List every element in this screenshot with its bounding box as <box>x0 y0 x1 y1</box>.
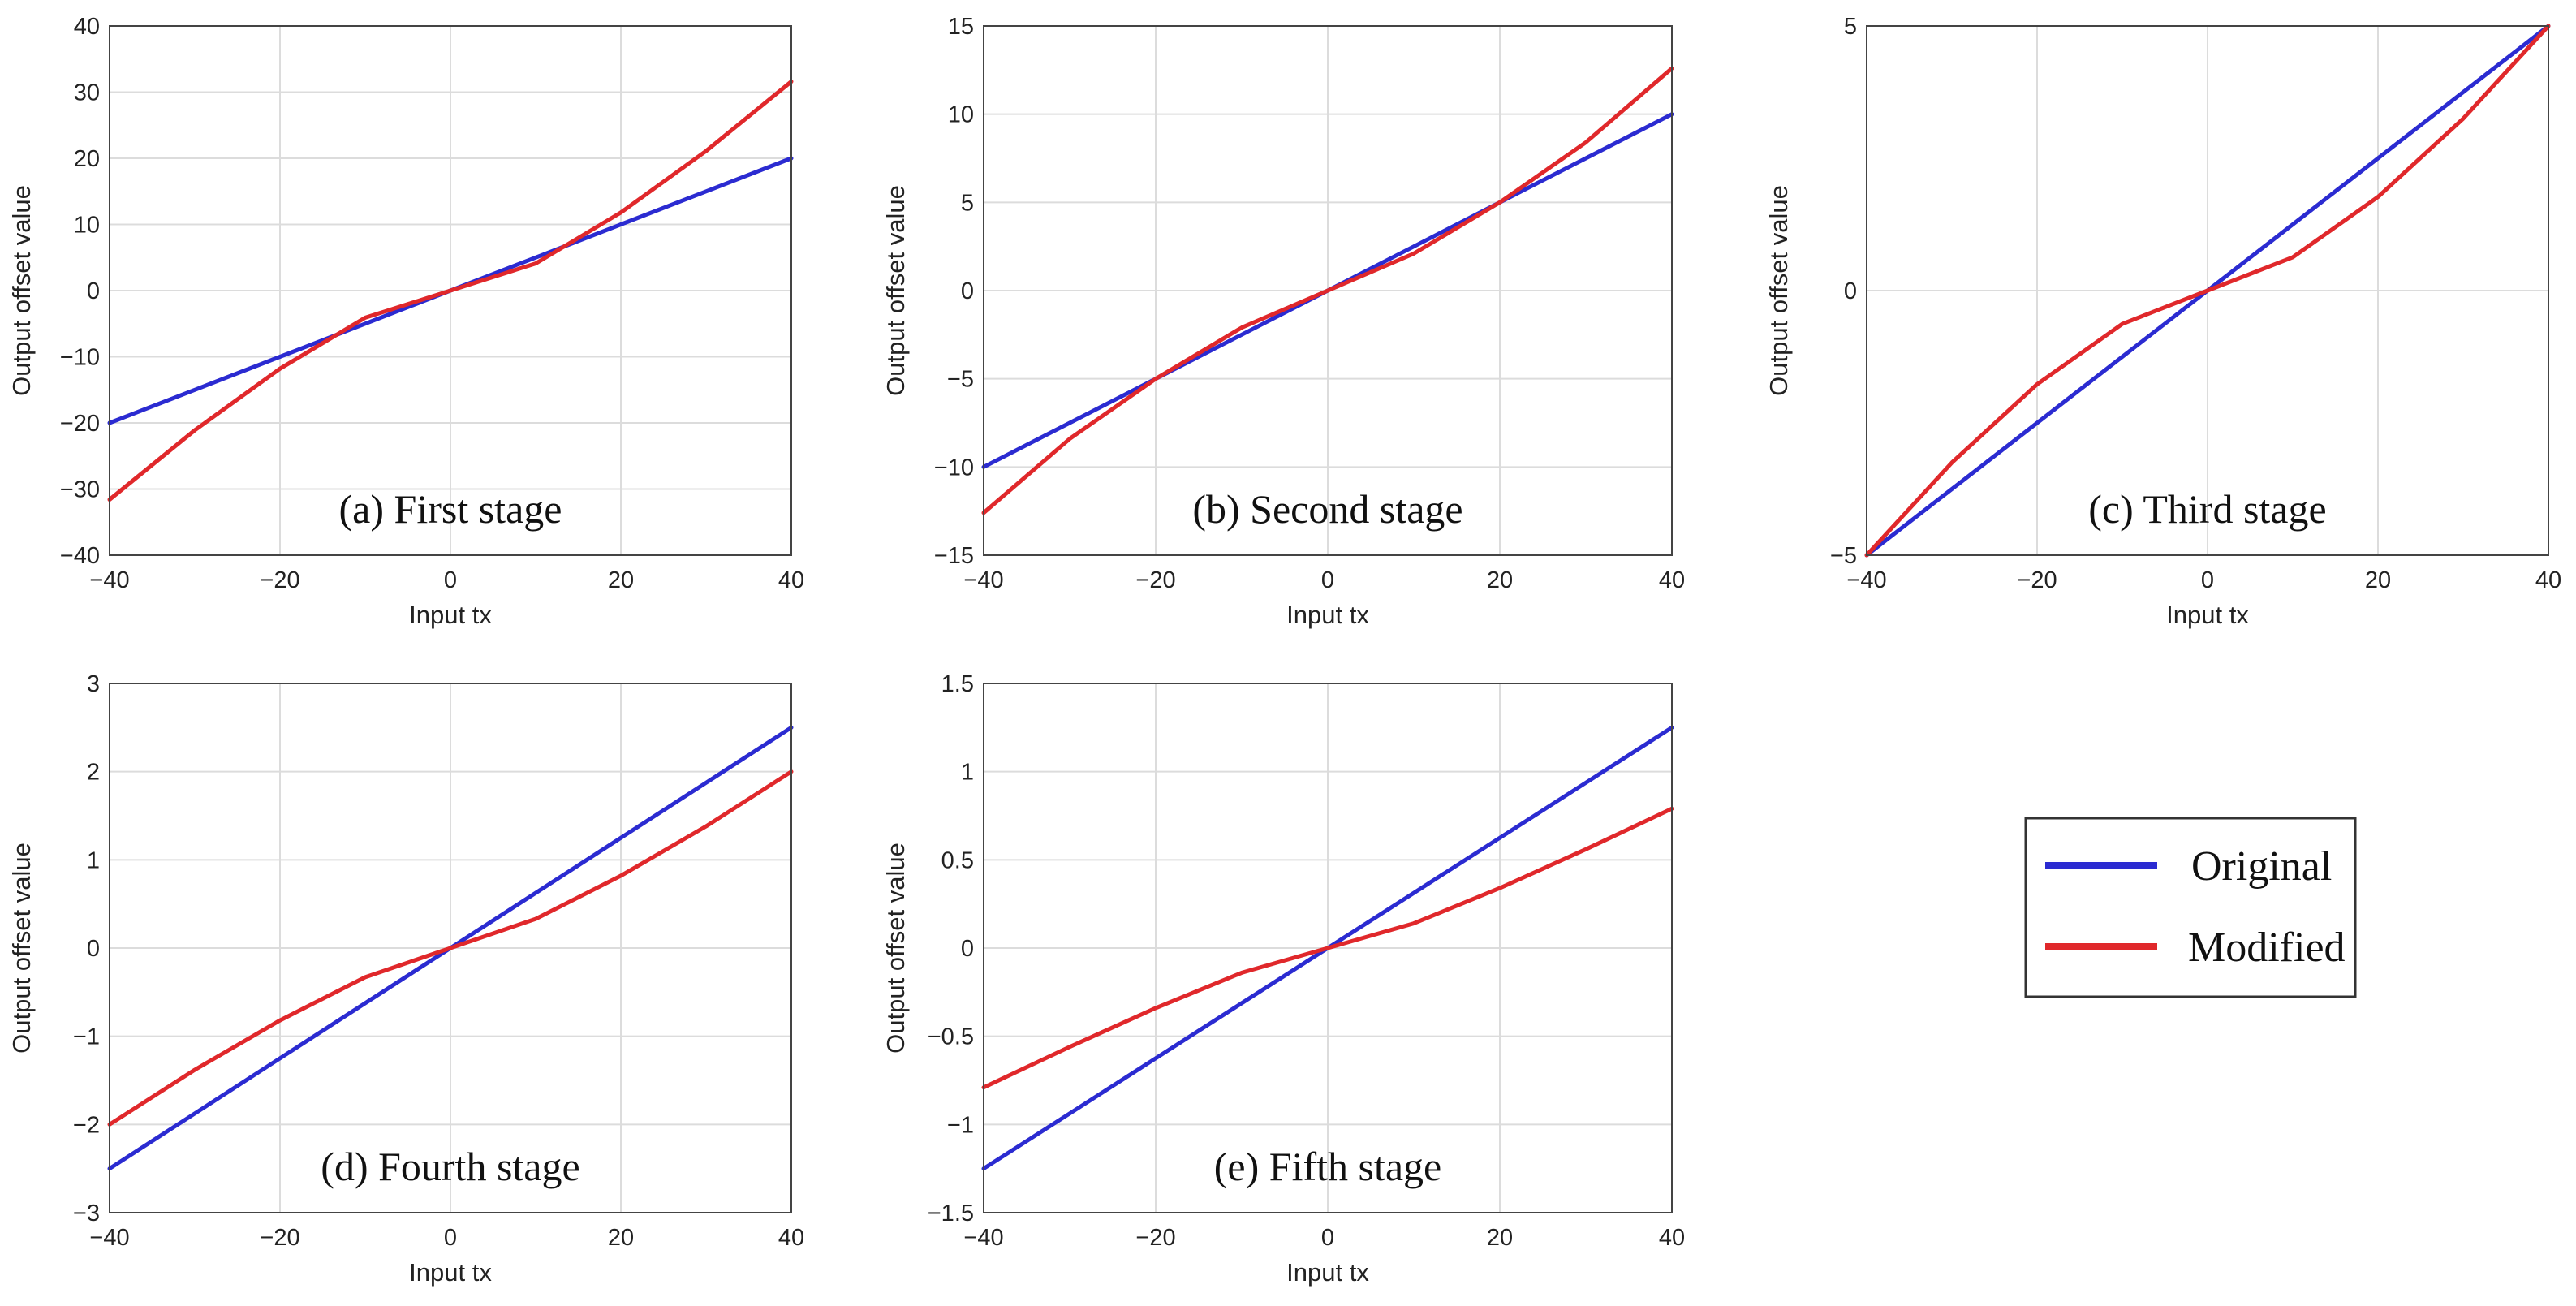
y-tick-label: −5 <box>1830 543 1857 569</box>
x-tick-label: 40 <box>778 1225 804 1251</box>
x-tick-label: 20 <box>608 1225 634 1251</box>
x-tick-label: −40 <box>1846 567 1886 593</box>
axes-frame <box>983 25 1673 556</box>
y-tick-label: −1 <box>947 1112 974 1138</box>
panel-caption: (b) Second stage <box>1192 486 1462 532</box>
x-tick-label: −40 <box>963 567 1003 593</box>
y-tick-label: −15 <box>934 543 974 569</box>
x-tick-label: −20 <box>260 1225 299 1251</box>
x-tick-label: 40 <box>778 567 804 593</box>
y-tick-label: 3 <box>87 671 100 697</box>
y-tick-label: −10 <box>60 345 100 371</box>
x-tick-label: 0 <box>1321 567 1334 593</box>
axes-frame <box>983 683 1673 1213</box>
series-line-modified <box>107 80 794 502</box>
y-axis-label: Output offset value <box>1764 185 1793 396</box>
x-tick-label: 0 <box>444 1225 457 1251</box>
y-tick-label: −1 <box>73 1024 100 1050</box>
y-tick-label: 0 <box>87 936 100 962</box>
panel-second-stage: −40 −20 0 20 40 −15 −10 −5 0 5 10 15 Input tx Output … <box>881 14 1685 629</box>
y-tick-label: −1.5 <box>928 1200 974 1226</box>
series-line-modified <box>981 66 1674 515</box>
y-tick-label: 0 <box>87 278 100 304</box>
y-tick-label: 0 <box>961 936 974 962</box>
y-tick-label: −5 <box>947 367 974 393</box>
panel-caption: (a) First stage <box>339 486 562 532</box>
x-tick-label: 20 <box>608 567 634 593</box>
y-tick-label: −2 <box>73 1112 100 1138</box>
x-tick-label: 0 <box>2201 567 2214 593</box>
y-tick-label: 1.5 <box>941 671 974 697</box>
panel-caption: (c) Third stage <box>2088 486 2326 532</box>
y-tick-label: −0.5 <box>928 1024 974 1050</box>
x-tick-label: 40 <box>1659 567 1685 593</box>
series-line-modified <box>981 806 1674 1090</box>
panel-first-stage: −40 −20 0 20 40 −40 −30 −20 −10 0 10 20 30 40 Input tx… <box>7 14 804 629</box>
axes-frame <box>1866 25 2549 556</box>
series-line-modified <box>107 769 794 1127</box>
x-tick-label: −20 <box>1135 1225 1175 1251</box>
y-tick-label: −40 <box>60 543 100 569</box>
legend-label-original: Original <box>2191 843 2332 890</box>
panel-fourth-stage: −40 −20 0 20 40 −3 −2 −1 0 1 2 3 Input tx Output offs… <box>7 671 804 1287</box>
y-tick-label: 30 <box>74 80 100 106</box>
y-tick-label: 1 <box>961 760 974 786</box>
panel-third-stage: −40 −20 0 20 40 −5 0 5 Input tx Output offset val… <box>1764 14 2561 629</box>
y-axis-label: Output offset value <box>881 843 910 1054</box>
y-axis-label: Output offset value <box>881 185 910 396</box>
y-tick-label: 0 <box>1844 278 1857 304</box>
legend-box <box>2024 817 2357 998</box>
y-tick-label: 0 <box>961 278 974 304</box>
y-tick-label: 10 <box>74 213 100 239</box>
panel-caption: (e) Fifth stage <box>1214 1144 1441 1189</box>
x-tick-label: −20 <box>260 567 299 593</box>
x-tick-label: 0 <box>1321 1225 1334 1251</box>
y-axis-label: Output offset value <box>7 843 36 1054</box>
x-tick-label: 20 <box>1487 1225 1513 1251</box>
axes-frame <box>109 683 792 1213</box>
x-tick-label: −40 <box>963 1225 1003 1251</box>
x-tick-label: 20 <box>2365 567 2391 593</box>
x-axis-label: Input tx <box>409 601 492 629</box>
legend-label-modified: Modified <box>2188 925 2346 971</box>
y-tick-label: 0.5 <box>941 847 974 873</box>
y-tick-label: −30 <box>60 477 100 503</box>
axes-frame <box>109 25 792 556</box>
x-tick-label: 40 <box>2535 567 2561 593</box>
y-tick-label: 15 <box>948 14 974 40</box>
x-axis-label: Input tx <box>1286 601 1369 629</box>
panel-caption: (d) Fourth stage <box>321 1144 579 1189</box>
y-tick-label: −20 <box>60 411 100 437</box>
y-tick-label: 1 <box>87 847 100 873</box>
x-tick-label: 40 <box>1659 1225 1685 1251</box>
y-tick-label: 2 <box>87 760 100 786</box>
x-tick-label: −20 <box>1135 567 1175 593</box>
x-axis-label: Input tx <box>1286 1258 1369 1287</box>
x-axis-label: Input tx <box>2166 601 2249 629</box>
y-axis-label: Output offset value <box>7 185 36 396</box>
x-tick-label: 0 <box>444 567 457 593</box>
legend: Original Modified <box>2024 817 2357 998</box>
series-line-modified <box>1864 24 2551 558</box>
y-tick-label: 10 <box>948 102 974 128</box>
y-tick-label: −3 <box>73 1200 100 1226</box>
x-axis-label: Input tx <box>409 1258 492 1287</box>
y-tick-label: −10 <box>934 455 974 481</box>
panel-fifth-stage: −40 −20 0 20 40 −1.5 −1 −0.5 0 0.5 1 1.5 Input tx Out… <box>881 671 1685 1287</box>
x-tick-label: 20 <box>1487 567 1513 593</box>
y-tick-label: 40 <box>74 14 100 40</box>
x-tick-label: −20 <box>2017 567 2057 593</box>
x-tick-label: −40 <box>89 1225 129 1251</box>
y-tick-label: 5 <box>961 190 974 216</box>
y-tick-label: 20 <box>74 146 100 172</box>
x-tick-label: −40 <box>89 567 129 593</box>
y-tick-label: 5 <box>1844 14 1857 40</box>
